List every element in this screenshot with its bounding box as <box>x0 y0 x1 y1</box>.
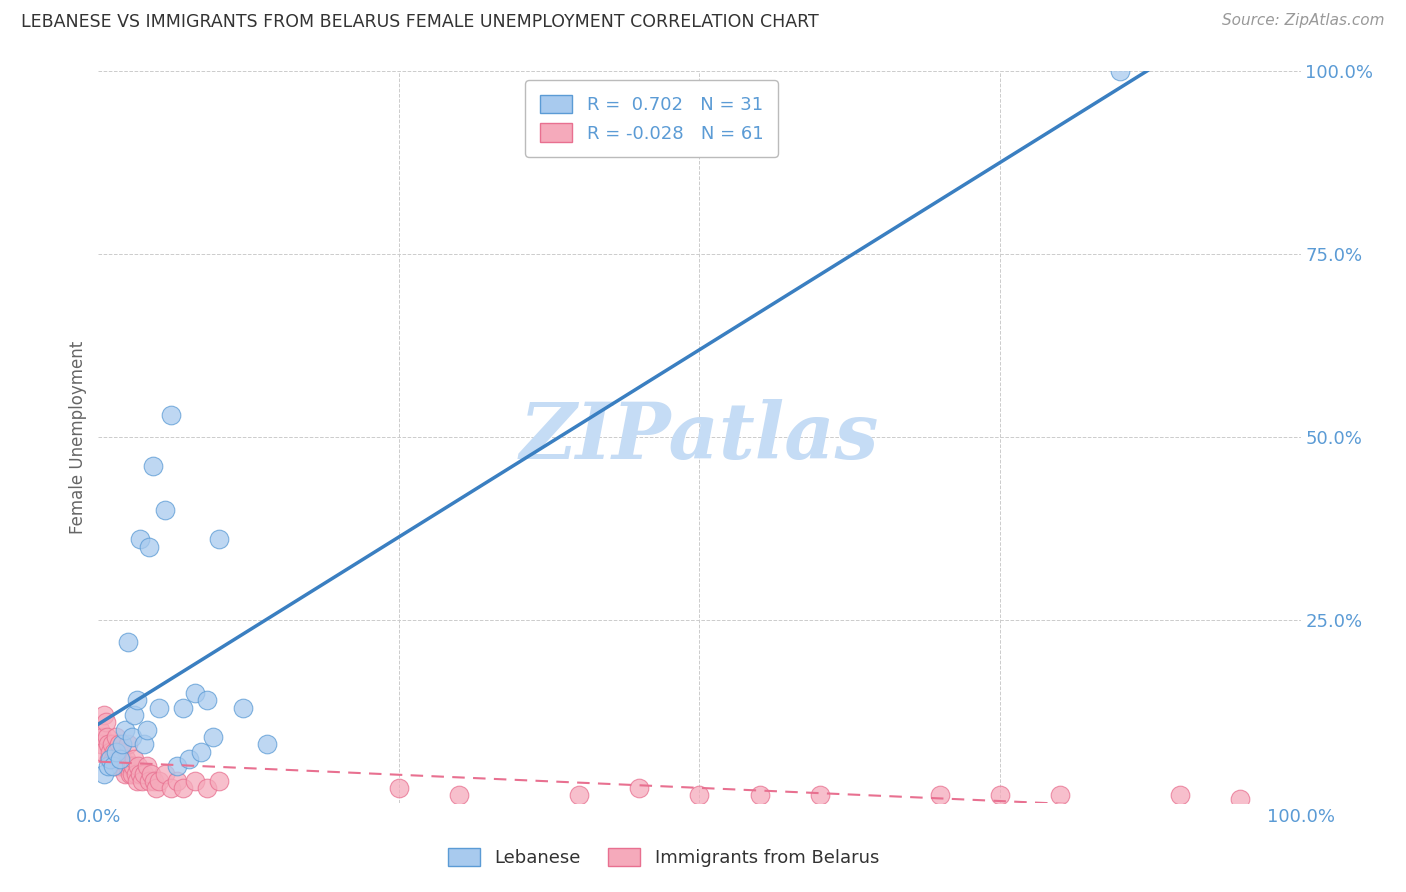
Point <box>166 759 188 773</box>
Point <box>108 737 131 751</box>
Point <box>124 708 146 723</box>
Point <box>104 759 127 773</box>
Point <box>447 789 470 803</box>
Point <box>110 745 132 759</box>
Point <box>568 789 591 803</box>
Point <box>159 781 181 796</box>
Point <box>689 789 711 803</box>
Point <box>112 759 135 773</box>
Point <box>127 759 149 773</box>
Point <box>159 408 181 422</box>
Point <box>177 752 200 766</box>
Point <box>91 745 114 759</box>
Point <box>94 715 117 730</box>
Point <box>201 730 224 744</box>
Point <box>118 766 141 780</box>
Point <box>1109 64 1132 78</box>
Point <box>107 752 129 766</box>
Point <box>97 759 120 773</box>
Point <box>1229 792 1251 806</box>
Point <box>121 730 143 744</box>
Point <box>96 730 118 744</box>
Point <box>111 752 134 766</box>
Text: LEBANESE VS IMMIGRANTS FROM BELARUS FEMALE UNEMPLOYMENT CORRELATION CHART: LEBANESE VS IMMIGRANTS FROM BELARUS FEMA… <box>21 13 818 31</box>
Point <box>135 723 157 737</box>
Point <box>145 781 167 796</box>
Point <box>1049 789 1071 803</box>
Point <box>808 789 831 803</box>
Legend: Lebanese, Immigrants from Belarus: Lebanese, Immigrants from Belarus <box>440 840 887 874</box>
Point <box>98 752 121 766</box>
Point <box>172 700 194 714</box>
Point <box>129 533 152 547</box>
Text: ZIPatlas: ZIPatlas <box>520 399 879 475</box>
Point <box>172 781 194 796</box>
Point <box>748 789 770 803</box>
Point <box>91 730 114 744</box>
Point <box>208 533 231 547</box>
Point <box>148 700 170 714</box>
Point <box>195 693 218 707</box>
Point <box>108 759 131 773</box>
Point <box>190 745 212 759</box>
Point <box>142 773 165 788</box>
Point <box>117 635 139 649</box>
Point <box>132 766 155 780</box>
Point <box>195 781 218 796</box>
Point <box>132 737 155 751</box>
Y-axis label: Female Unemployment: Female Unemployment <box>69 341 87 533</box>
Point <box>101 759 124 773</box>
Point <box>90 737 112 751</box>
Point <box>117 759 139 773</box>
Point <box>153 503 176 517</box>
Point <box>105 745 128 759</box>
Text: Source: ZipAtlas.com: Source: ZipAtlas.com <box>1222 13 1385 29</box>
Point <box>628 781 651 796</box>
Point <box>183 773 205 788</box>
Point <box>388 781 411 796</box>
Point <box>928 789 950 803</box>
Point <box>101 752 124 766</box>
Point <box>108 752 131 766</box>
Point <box>114 766 136 780</box>
Point <box>100 752 122 766</box>
Point <box>125 773 148 788</box>
Point <box>124 752 146 766</box>
Point <box>100 745 122 759</box>
Point <box>114 723 136 737</box>
Point <box>988 789 1011 803</box>
Point <box>122 759 145 773</box>
Point <box>1170 789 1192 803</box>
Point <box>111 737 134 751</box>
Point <box>93 708 115 723</box>
Point <box>93 766 115 780</box>
Point <box>141 766 163 780</box>
Point <box>105 730 128 744</box>
Point <box>129 766 152 780</box>
Point <box>97 737 120 751</box>
Point <box>115 752 138 766</box>
Point <box>121 766 143 780</box>
Point <box>153 766 176 780</box>
Point <box>232 700 254 714</box>
Point <box>183 686 205 700</box>
Point <box>141 459 163 474</box>
Point <box>103 745 125 759</box>
Point <box>100 737 122 751</box>
Point <box>131 773 153 788</box>
Point <box>148 773 170 788</box>
Point <box>125 766 148 780</box>
Point <box>256 737 278 751</box>
Point <box>135 759 157 773</box>
Point <box>166 773 188 788</box>
Point <box>208 773 231 788</box>
Point <box>138 540 160 554</box>
Point <box>138 773 160 788</box>
Point <box>117 737 139 751</box>
Point <box>89 723 111 737</box>
Point <box>120 759 142 773</box>
Point <box>125 693 148 707</box>
